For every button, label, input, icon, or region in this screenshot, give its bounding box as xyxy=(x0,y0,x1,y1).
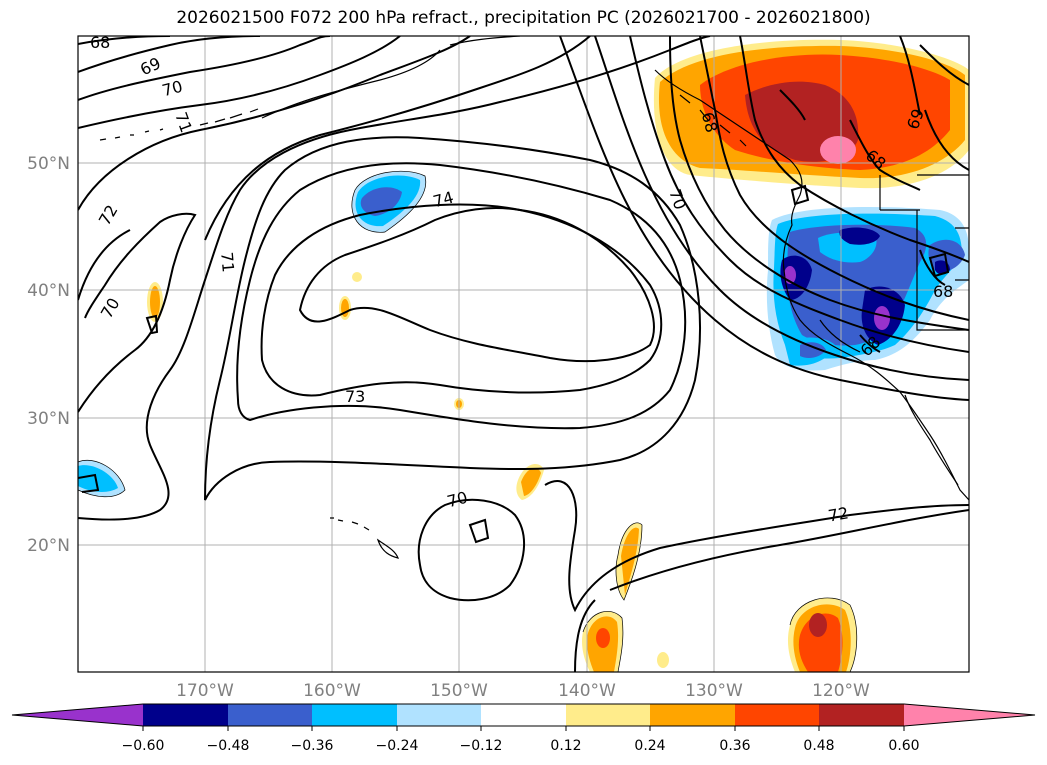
map-title: 2026021500 F072 200 hPa refract., precip… xyxy=(176,8,871,28)
contour-label: 71 xyxy=(217,251,238,273)
colorbar-tick-label: 0.60 xyxy=(888,738,919,754)
lon-label: 160°W xyxy=(303,681,361,701)
colorbar-extend-low xyxy=(12,704,143,726)
colorbar-tick-label: −0.48 xyxy=(207,738,250,754)
contour-label: 68 xyxy=(698,110,722,135)
colorbar: −0.60 −0.48 −0.36 −0.24 −0.12 0.12 0.24 … xyxy=(11,703,1036,754)
islands xyxy=(78,184,950,559)
colorbar-extend-high xyxy=(904,704,1035,726)
colorbar-tick-label: −0.12 xyxy=(460,738,503,754)
contour-label: 70 xyxy=(97,295,124,322)
contour-label: 72 xyxy=(95,202,122,229)
lat-label: 20°N xyxy=(27,536,70,556)
colorbar-cell xyxy=(819,704,904,726)
colorbar-tick-label: −0.24 xyxy=(376,738,419,754)
colorbar-tick-marks xyxy=(142,726,905,731)
colorbar-tick-labels: −0.60 −0.48 −0.36 −0.24 −0.12 0.12 0.24 … xyxy=(122,738,920,754)
lat-axis-labels: 50°N 40°N 30°N 20°N xyxy=(27,154,70,556)
precip-positive-shading xyxy=(147,39,969,672)
contour-label: 68 xyxy=(933,282,953,301)
lat-label: 50°N xyxy=(27,154,70,174)
colorbar-cell xyxy=(566,704,650,726)
colorbar-cell xyxy=(312,704,397,726)
map-area: 68 69 70 71 72 70 71 74 73 70 72 68 69 7… xyxy=(78,33,969,672)
lon-label: 130°W xyxy=(685,681,743,701)
colorbar-cell xyxy=(143,704,228,726)
contour-label: 69 xyxy=(137,53,163,79)
refractivity-contours xyxy=(78,36,969,672)
colorbar-cell xyxy=(228,704,312,726)
precip-negative-shading xyxy=(78,171,969,497)
lon-label: 120°W xyxy=(812,681,870,701)
contour-label: 72 xyxy=(827,503,850,525)
lon-label: 170°W xyxy=(176,681,234,701)
map-frame xyxy=(77,35,970,673)
lat-label: 30°N xyxy=(27,409,70,429)
colorbar-tick-label: −0.36 xyxy=(291,738,334,754)
lat-label: 40°N xyxy=(27,281,70,301)
colorbar-tick-label: 0.12 xyxy=(550,738,581,754)
lon-label: 140°W xyxy=(558,681,616,701)
contour-label: 68 xyxy=(90,33,110,52)
colorbar-cells xyxy=(143,704,904,726)
colorbar-cell xyxy=(735,704,819,726)
colorbar-cell xyxy=(397,704,481,726)
colorbar-tick-label: 0.24 xyxy=(634,738,665,754)
colorbar-tick-label: −0.60 xyxy=(122,738,165,754)
contour-label: 73 xyxy=(345,387,365,406)
colorbar-tick-label: 0.36 xyxy=(719,738,750,754)
contour-label: 74 xyxy=(431,188,456,212)
lon-axis-labels: 170°W 160°W 150°W 140°W 130°W 120°W xyxy=(176,681,870,701)
colorbar-tick-label: 0.48 xyxy=(803,738,834,754)
colorbar-cell xyxy=(650,704,735,726)
contour-label: 70 xyxy=(160,77,185,101)
lon-label: 150°W xyxy=(430,681,488,701)
precip-outlines xyxy=(78,170,858,672)
colorbar-cell xyxy=(481,704,566,726)
contour-label: 70 xyxy=(445,488,470,512)
